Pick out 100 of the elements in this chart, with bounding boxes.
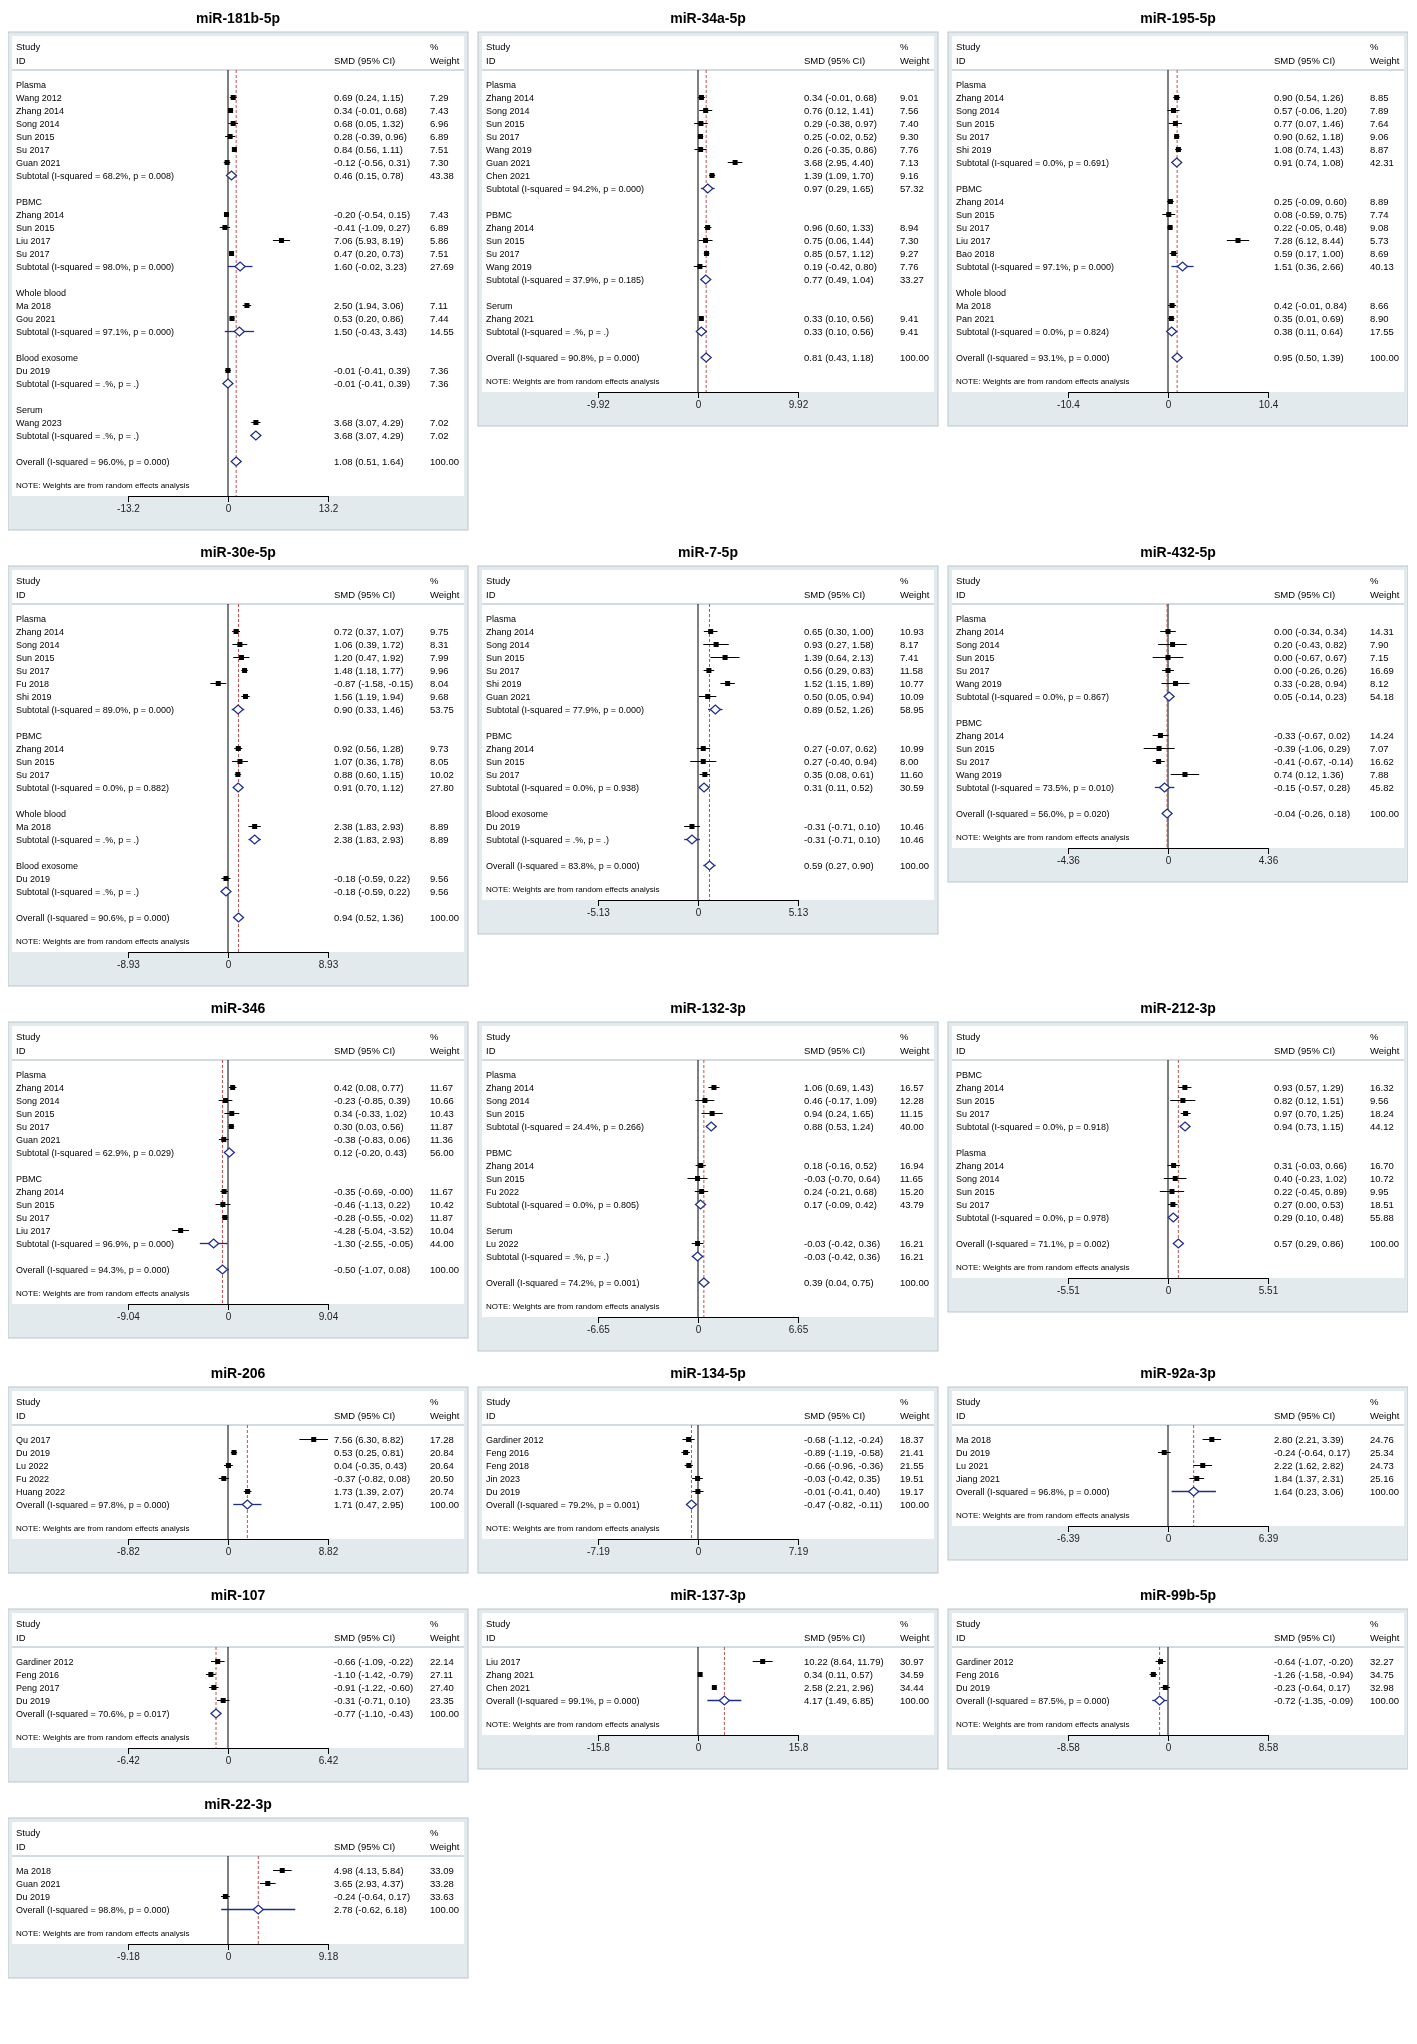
- y-tick-label: Plasma: [16, 1070, 47, 1080]
- y-tick-label: Song 2014: [956, 1174, 1000, 1184]
- text: 0.38 (0.11, 0.64): [1274, 326, 1344, 337]
- text: 0.28 (-0.39, 0.96): [334, 131, 407, 142]
- y-tick-label: Jiang 2021: [956, 1474, 1001, 1484]
- text: Study: [16, 1031, 41, 1042]
- text: -0.03 (-0.42, 0.36): [804, 1251, 881, 1262]
- text: SMD (95% CI): [1274, 1045, 1336, 1056]
- y-tick-label: Sun 2015: [486, 653, 525, 663]
- text: 2.50 (1.94, 3.06): [334, 300, 404, 311]
- text: 1.51 (0.36, 2.66): [1274, 261, 1344, 272]
- text: 1.20 (0.47, 1.92): [334, 652, 404, 663]
- y-tick-label: Su 2017: [956, 1109, 990, 1119]
- y-tick-label: Lu 2021: [956, 1461, 989, 1471]
- x-tick-label: 0: [1165, 1285, 1172, 1297]
- y-tick-label: Jin 2023: [486, 1474, 521, 1484]
- text: 0.35 (0.01, 0.69): [1274, 313, 1344, 324]
- chart-title: miR-30e-5p: [200, 544, 276, 560]
- text: Weight: [430, 1045, 460, 1056]
- y-tick-label: Plasma: [956, 80, 987, 90]
- text: Study: [16, 1396, 41, 1407]
- y-tick-label: Subtotal (I-squared = .%, p = .): [16, 887, 140, 897]
- y-tick-label: Peng 2017: [16, 1683, 60, 1693]
- y-tick-label: Zhang 2014: [16, 627, 65, 637]
- text: -0.23 (-0.85, 0.39): [334, 1095, 411, 1106]
- text: Study: [16, 1827, 41, 1838]
- x-tick-label: 8.82: [318, 1546, 339, 1558]
- text: %: [1370, 1396, 1379, 1407]
- x-tick-label: 8.58: [1258, 1742, 1279, 1754]
- text: NOTE: Weights are from random effects analysis: [956, 377, 1130, 386]
- text: 100.00: [1370, 1695, 1400, 1706]
- x-tick-label: 0: [225, 1311, 232, 1323]
- y-tick-label: Zhang 2014: [956, 197, 1005, 207]
- y-tick-label: Sun 2015: [956, 210, 995, 220]
- text: 7.30: [900, 235, 919, 246]
- text: 9.95: [1370, 1186, 1389, 1197]
- text: 8.94: [900, 222, 919, 233]
- y-tick-label: Su 2017: [16, 770, 50, 780]
- text: %: [1370, 1618, 1379, 1629]
- text: NOTE: Weights are from random effects analysis: [486, 1302, 660, 1311]
- text: 0.33 (0.10, 0.56): [804, 326, 874, 337]
- text: 0.93 (0.57, 1.29): [1274, 1082, 1344, 1093]
- text: 9.16: [900, 170, 919, 181]
- text: 20.50: [430, 1473, 454, 1484]
- text: SMD (95% CI): [334, 1841, 396, 1852]
- text: 57.32: [900, 183, 924, 194]
- text: -0.66 (-0.96, -0.36): [804, 1460, 884, 1471]
- text: 0.88 (0.60, 1.15): [334, 769, 404, 780]
- text: 20.64: [430, 1460, 454, 1471]
- y-tick-label: Plasma: [16, 80, 47, 90]
- y-tick-label: Sun 2015: [486, 236, 525, 246]
- text: ID: [16, 589, 26, 600]
- text: Weight: [900, 1410, 930, 1421]
- text: 3.65 (2.93, 4.37): [334, 1878, 404, 1889]
- text: NOTE: Weights are from random effects analysis: [16, 1289, 190, 1298]
- y-tick-label: Subtotal (I-squared = 0.0%, p = 0.691): [956, 158, 1110, 168]
- text: 1.50 (-0.43, 3.43): [334, 326, 407, 337]
- text: -1.26 (-1.58, -0.94): [1274, 1669, 1354, 1680]
- x-tick-label: -8.93: [117, 959, 141, 971]
- text: 100.00: [430, 1904, 460, 1915]
- x-tick-label: 6.65: [788, 1324, 809, 1336]
- text: 0.46 (-0.17, 1.09): [804, 1095, 877, 1106]
- x-tick-label: 0: [695, 1742, 702, 1754]
- text: 0.26 (-0.35, 0.86): [804, 144, 877, 155]
- text: 0.24 (-0.21, 0.68): [804, 1186, 877, 1197]
- text: 9.06: [1370, 131, 1389, 142]
- y-tick-label: Su 2017: [486, 666, 520, 676]
- text: 0.89 (0.52, 1.26): [804, 704, 874, 715]
- y-tick-label: Plasma: [486, 80, 517, 90]
- text: 8.89: [430, 834, 449, 845]
- text: 8.69: [1370, 248, 1389, 259]
- x-tick-label: 0: [225, 1951, 232, 1963]
- text: -0.33 (-0.67, 0.02): [1274, 730, 1351, 741]
- text: 2.38 (1.83, 2.93): [334, 821, 404, 832]
- text: 10.02: [430, 769, 454, 780]
- text: ID: [16, 1841, 26, 1852]
- text: SMD (95% CI): [804, 589, 866, 600]
- y-tick-label: Zhang 2014: [16, 1083, 65, 1093]
- text: 10.46: [900, 834, 924, 845]
- text: 0.77 (0.49, 1.04): [804, 274, 874, 285]
- text: -0.24 (-0.64, 0.17): [334, 1891, 411, 1902]
- y-tick-label: Chen 2021: [486, 171, 531, 181]
- y-tick-label: Su 2017: [486, 770, 520, 780]
- x-tick-label: 5.13: [788, 907, 809, 919]
- text: NOTE: Weights are from random effects analysis: [956, 1511, 1130, 1520]
- y-tick-label: Serum: [486, 1226, 513, 1236]
- y-tick-label: Su 2017: [16, 1213, 50, 1223]
- text: 10.77: [900, 678, 924, 689]
- text: 2.22 (1.62, 2.82): [1274, 1460, 1344, 1471]
- y-tick-label: Lu 2022: [16, 1461, 49, 1471]
- text: 9.30: [900, 131, 919, 142]
- y-tick-label: Plasma: [956, 614, 987, 624]
- x-tick-label: 9.18: [318, 1951, 339, 1963]
- y-tick-label: Overall (I-squared = 79.2%, p = 0.001): [486, 1500, 640, 1510]
- y-tick-label: Overall (I-squared = 99.1%, p = 0.000): [486, 1696, 640, 1706]
- y-tick-label: Su 2017: [486, 132, 520, 142]
- text: 53.75: [430, 704, 454, 715]
- text: 18.51: [1370, 1199, 1394, 1210]
- text: %: [430, 1396, 439, 1407]
- text: 16.62: [1370, 756, 1394, 767]
